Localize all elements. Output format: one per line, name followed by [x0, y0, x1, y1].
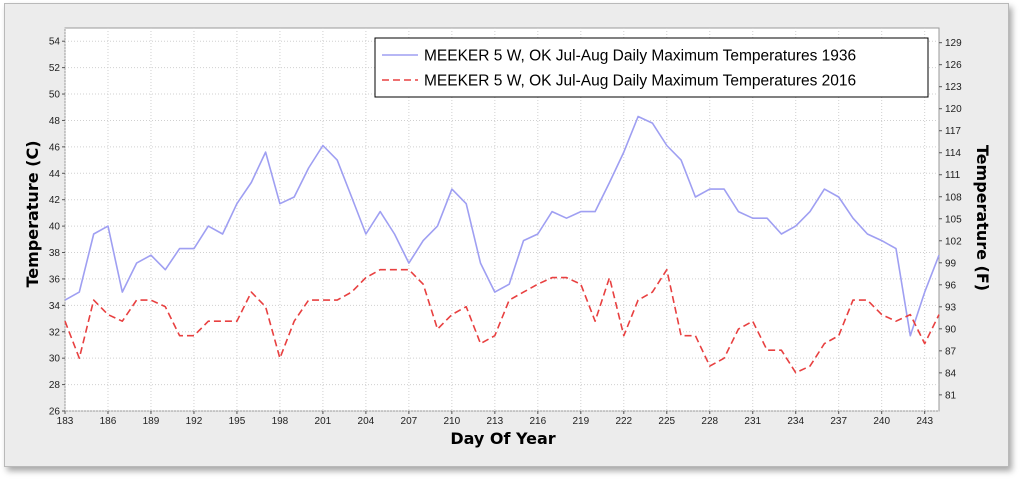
- x-tick-label: 201: [315, 416, 332, 427]
- y2-tick-label: 90: [945, 324, 957, 335]
- x-tick-label: 228: [701, 416, 718, 427]
- y2-tick-label: 111: [945, 170, 961, 181]
- y-tick-label: 38: [49, 248, 61, 259]
- y2-tick-label: 87: [945, 346, 957, 357]
- series-layer: [64, 115, 940, 374]
- legend: MEEKER 5 W, OK Jul-Aug Daily Maximum Tem…: [374, 37, 929, 98]
- y2-tick-label: 81: [945, 390, 957, 401]
- y-tick-label: 44: [49, 169, 61, 180]
- y2-tick-label: 84: [945, 368, 957, 379]
- x-tick-label: 189: [143, 416, 160, 427]
- legend-label-1: MEEKER 5 W, OK Jul-Aug Daily Maximum Tem…: [424, 48, 856, 65]
- series-line-2: [64, 268, 940, 374]
- y2-tick-label: 102: [945, 236, 962, 247]
- y-tick-label: 50: [49, 90, 61, 101]
- x-tick-label: 213: [486, 416, 503, 427]
- x-tick-label: 231: [744, 416, 761, 427]
- axes: 26 28 30 32 34 36 38 40 42 44 46 48 50 52 54 183 186 189 1…: [49, 37, 962, 427]
- y2-tick-label: 126: [945, 60, 962, 71]
- x-tick-label: 237: [830, 416, 847, 427]
- x-tick-label: 192: [186, 416, 203, 427]
- y-tick-label: 30: [49, 354, 61, 365]
- y-tick-label: 26: [49, 407, 61, 418]
- y2-tick-label: 93: [945, 302, 957, 313]
- x-tick-label: 195: [229, 416, 246, 427]
- y2-tick-label: 108: [945, 192, 962, 203]
- x-tick-label: 210: [444, 416, 461, 427]
- x-tick-label: 186: [100, 416, 117, 427]
- y-tick-label: 34: [49, 301, 61, 312]
- y2-tick-label: 129: [945, 38, 962, 49]
- x-tick-label: 207: [401, 416, 418, 427]
- y2-tick-label: 105: [945, 214, 962, 225]
- y-tick-label: 48: [49, 116, 61, 127]
- x-tick-label: 225: [658, 416, 675, 427]
- x-tick-label: 204: [358, 416, 375, 427]
- y-tick-label: 32: [49, 327, 61, 338]
- y-tick-label: 52: [49, 63, 61, 74]
- x-tick-label: 222: [615, 416, 632, 427]
- x-tick-label: 243: [916, 416, 933, 427]
- x-tick-label: 240: [873, 416, 890, 427]
- y2-tick-label: 114: [945, 148, 961, 159]
- y-tick-label: 46: [49, 142, 61, 153]
- y2-tick-label: 99: [945, 258, 957, 269]
- y-tick-label: 36: [49, 274, 61, 285]
- y-tick-label: 42: [49, 195, 61, 206]
- x-tick-label: 198: [272, 416, 289, 427]
- y2-tick-label: 117: [945, 126, 961, 137]
- legend-box: [374, 37, 929, 98]
- y2-tick-label: 96: [945, 280, 957, 291]
- y-tick-label: 40: [49, 222, 61, 233]
- x-tick-label: 216: [529, 416, 546, 427]
- x-tick-label: 183: [57, 416, 74, 427]
- x-tick-label: 219: [572, 416, 589, 427]
- y-axis-title: Temperature (C): [23, 140, 42, 287]
- y2-tick-label: 123: [945, 82, 962, 93]
- series-line-1: [64, 115, 940, 337]
- y-tick-label: 28: [49, 380, 61, 391]
- legend-label-2: MEEKER 5 W, OK Jul-Aug Daily Maximum Tem…: [424, 73, 856, 90]
- y2-axis-title: Temperature (F): [973, 145, 992, 291]
- y2-tick-label: 120: [945, 104, 962, 115]
- y-tick-label: 54: [49, 37, 61, 48]
- x-tick-label: 234: [787, 416, 804, 427]
- x-axis-title: Day Of Year: [450, 429, 555, 448]
